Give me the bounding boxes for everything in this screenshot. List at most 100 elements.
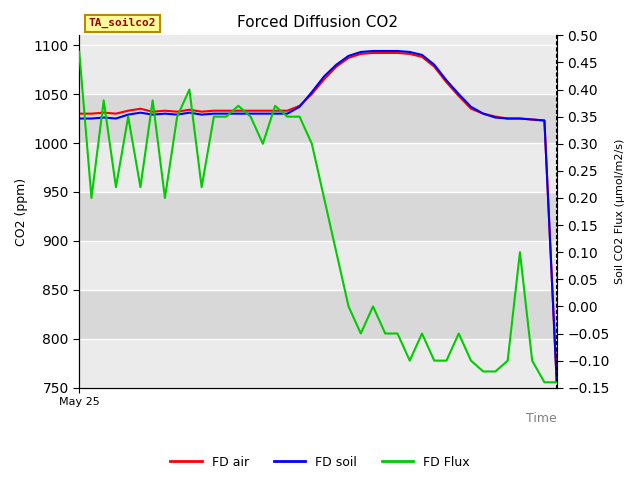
FD Flux [320,195,328,201]
FD air [284,108,291,114]
FD soil [369,48,377,54]
FD air [136,106,144,112]
FD soil [173,112,181,118]
FD air [492,114,499,120]
FD Flux [492,369,499,374]
FD air [443,79,451,85]
FD Flux [76,48,83,54]
FD air [529,117,536,122]
FD soil [418,52,426,58]
Line: FD Flux: FD Flux [79,51,557,382]
FD Flux [541,379,548,385]
FD Flux [479,369,487,374]
FD air [149,109,157,115]
FD Flux [467,358,475,363]
FD soil [296,104,303,109]
FD soil [136,110,144,116]
Bar [79,94,557,143]
FD soil [88,116,95,121]
FD Flux [124,114,132,120]
FD soil [492,115,499,120]
Line: FD air: FD air [79,53,557,381]
Text: TA_soilco2: TA_soilco2 [89,18,156,28]
FD air [345,55,353,61]
FD air [198,109,205,115]
FD soil [100,115,108,120]
Bar [79,143,557,192]
FD air [76,111,83,117]
FD Flux [259,141,267,147]
Bar [79,45,557,94]
FD Flux [504,358,511,363]
FD soil [443,77,451,83]
FD air [381,50,389,56]
FD air [455,93,463,99]
FD Flux [296,114,303,120]
FD Flux [88,195,95,201]
FD Flux [308,141,316,147]
FD Flux [247,114,255,120]
FD Flux [161,195,169,201]
FD air [357,51,365,57]
FD Flux [345,303,353,309]
FD air [222,108,230,114]
FD air [553,378,561,384]
FD soil [541,118,548,123]
FD Flux [198,184,205,190]
FD soil [320,73,328,79]
FD air [210,108,218,114]
FD Flux [381,331,389,336]
FD soil [308,89,316,95]
FD air [124,108,132,114]
FD Flux [394,331,401,336]
FD soil [455,91,463,97]
FD air [479,111,487,117]
FD Flux [553,379,561,385]
FD Flux [210,114,218,120]
FD Flux [455,331,463,336]
FD soil [76,116,83,121]
FD soil [467,104,475,109]
FD soil [234,111,242,117]
FD air [332,64,340,70]
Bar [79,192,557,241]
FD Flux [406,358,413,363]
FD soil [332,62,340,68]
FD Flux [369,303,377,309]
FD air [271,108,279,114]
FD air [504,116,511,121]
FD Flux [332,249,340,255]
FD soil [394,48,401,54]
Title: Forced Diffusion CO2: Forced Diffusion CO2 [237,15,399,30]
FD Flux [516,249,524,255]
Y-axis label: Soil CO2 Flux (μmol/m2/s): Soil CO2 Flux (μmol/m2/s) [615,139,625,284]
FD Flux [186,87,193,93]
FD Flux [430,358,438,363]
FD air [234,108,242,114]
FD air [516,116,524,121]
FD air [173,109,181,115]
FD Flux [112,184,120,190]
FD Flux [357,331,365,336]
FD air [296,103,303,108]
FD air [418,54,426,60]
FD soil [284,111,291,117]
FD air [430,64,438,70]
FD soil [430,62,438,68]
Bar [79,339,557,388]
FD soil [504,116,511,121]
FD soil [210,111,218,117]
FD Flux [234,103,242,108]
FD soil [271,111,279,117]
FD air [467,106,475,112]
FD Flux [100,97,108,103]
FD Flux [284,114,291,120]
FD Flux [149,97,157,103]
FD soil [406,49,413,55]
FD soil [529,117,536,122]
Bar [79,290,557,339]
FD Flux [443,358,451,363]
FD air [369,50,377,56]
FD soil [357,49,365,55]
FD Flux [529,358,536,363]
